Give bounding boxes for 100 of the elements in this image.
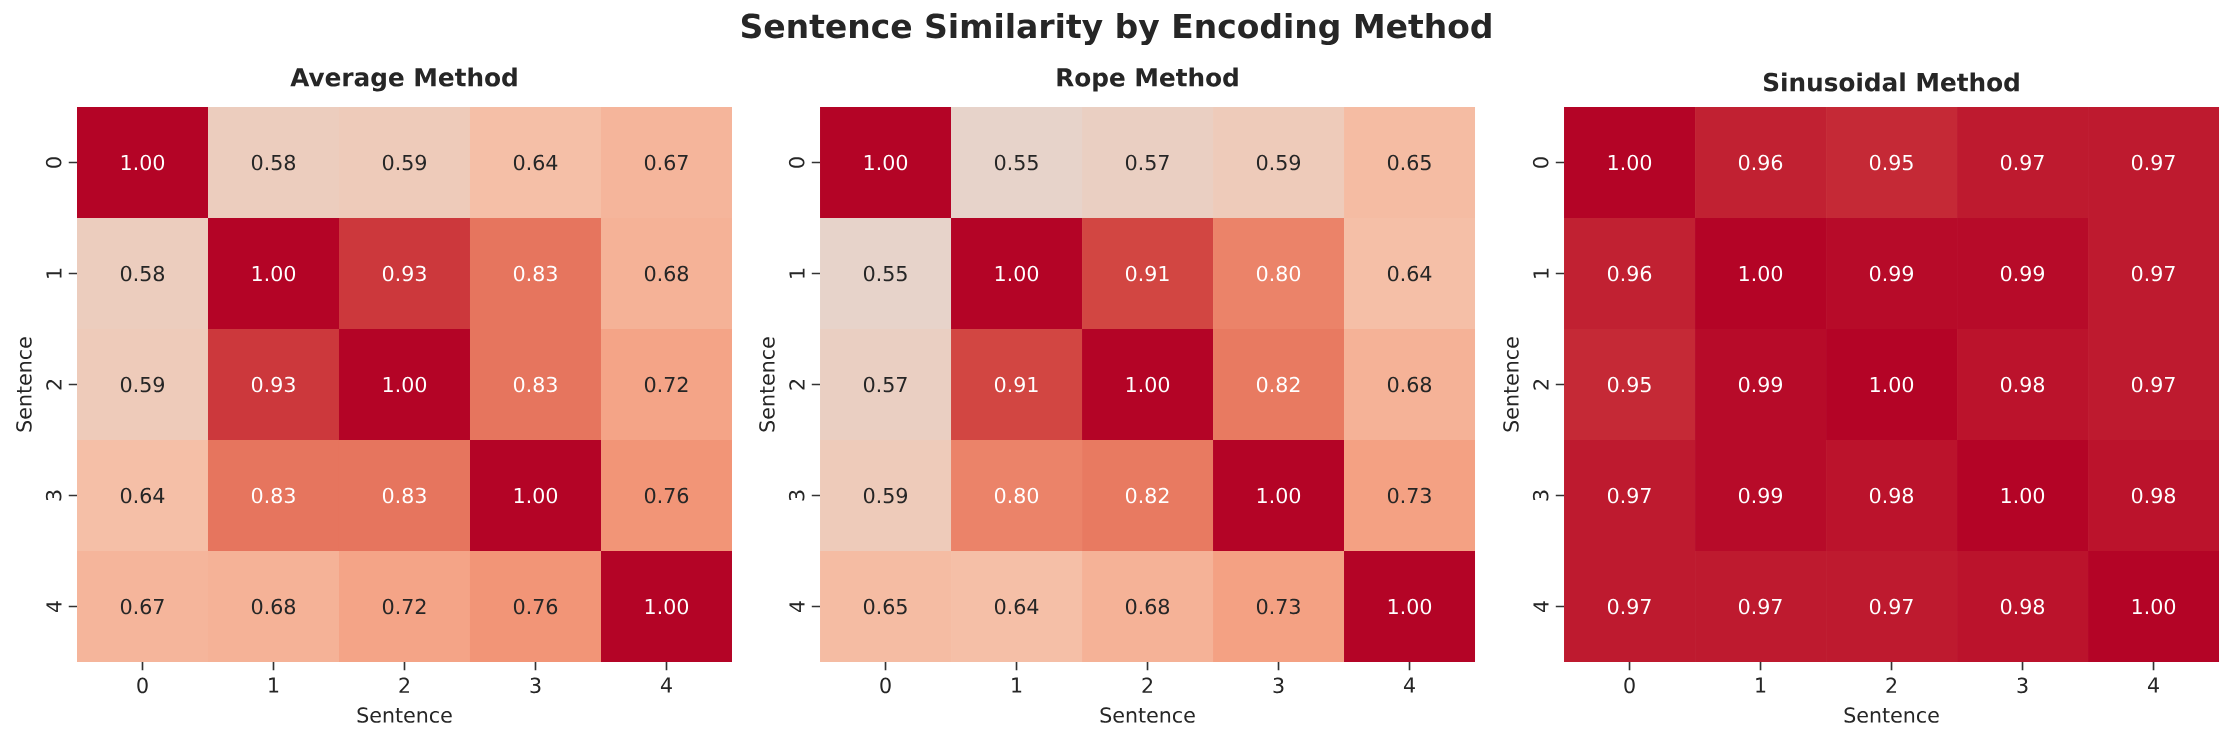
data-label: 1.00 [645,598,689,615]
data-label: 0.68 [644,265,689,282]
data-label: 0.83 [382,487,426,504]
x-tick-label: 0 [1624,677,1635,694]
x-tick-label: 2 [399,677,409,693]
data-label: 1.00 [1126,376,1170,393]
y-tick-label: 3 [788,490,805,501]
data-label: 0.98 [2000,598,2045,615]
data-label: 1.00 [1739,265,1783,282]
y-axis-title: Sentence [1503,337,1519,432]
y-tick-label: 0 [788,157,805,168]
data-label: 0.83 [513,265,557,282]
y-tick-label: 1 [46,268,62,278]
x-tick-label: 3 [530,677,541,694]
data-label: 0.97 [2131,376,2175,393]
y-tick-label: 2 [46,380,62,390]
y-axis-title: Sentence [16,337,32,432]
data-label: 0.58 [251,154,296,171]
data-label: 0.68 [251,598,296,615]
y-tick-label: 4 [789,601,805,613]
x-tick-label: 0 [880,677,891,694]
data-label: 1.00 [121,154,165,171]
data-label: 0.80 [1256,265,1301,282]
x-tick-label: 4 [1403,677,1415,693]
data-label: 0.59 [1256,154,1301,171]
data-label: 0.73 [1256,598,1300,615]
y-tick-label: 0 [45,157,62,168]
data-label: 0.80 [994,487,1039,504]
data-label: 0.97 [1869,598,1913,615]
chart-title: Rope Method [1057,67,1238,92]
x-tick-label: 4 [2147,677,2159,693]
x-axis-title: Sentence [357,707,452,723]
y-tick-label: 0 [1532,157,1549,168]
x-tick-label: 0 [137,677,148,694]
x-tick-label: 3 [1273,677,1284,694]
data-label: 0.64 [994,598,1039,615]
data-label: 0.64 [1387,265,1432,282]
data-label: 0.67 [644,154,688,171]
data-label: 0.97 [1607,598,1651,615]
x-axis-title: Sentence [1100,707,1195,723]
x-tick-label: 4 [660,677,672,693]
data-label: 0.72 [644,376,688,393]
data-label: 0.59 [863,487,908,504]
data-label: 0.73 [1387,487,1431,504]
y-tick-label: 4 [1533,601,1549,613]
chart-title: Sinusoidal Method [1764,72,2019,92]
x-tick-label: 1 [269,677,279,693]
data-label: 1.00 [1257,487,1301,504]
y-axis-title: Sentence [759,337,775,432]
data-label: 0.99 [2000,265,2045,282]
data-label: 0.82 [1125,487,1169,504]
data-label: 0.59 [382,154,426,171]
data-label: 0.82 [1256,376,1300,393]
y-tick-label: 1 [789,268,805,278]
data-label: 0.83 [513,376,557,393]
data-label: 0.99 [1738,376,1783,393]
data-label: 0.93 [251,376,295,393]
data-label: 0.98 [1869,487,1914,504]
y-tick-label: 2 [1533,380,1549,390]
x-axis-title: Sentence [1844,707,1939,723]
data-label: 0.58 [120,265,165,282]
data-label: 1.00 [2132,598,2176,615]
data-label: 0.98 [2131,487,2176,504]
x-tick-label: 1 [1756,677,1766,693]
data-label: 0.55 [863,265,907,282]
data-label: 1.00 [995,265,1039,282]
data-label: 0.55 [994,154,1038,171]
data-label: 0.98 [2000,376,2045,393]
data-label: 0.95 [1607,376,1651,393]
y-tick-label: 1 [1533,268,1549,278]
chart-title: Average Method [290,67,517,92]
data-label: 0.91 [994,376,1038,393]
y-tick-label: 4 [46,601,62,613]
data-label: 0.68 [1125,598,1170,615]
x-tick-label: 2 [1886,677,1897,693]
data-label: 0.99 [1869,265,1914,282]
data-label: 0.67 [120,598,164,615]
data-label: 1.00 [514,487,558,504]
data-label: 0.57 [863,376,907,393]
data-label: 0.97 [1738,598,1782,615]
x-tick-label: 1 [1012,677,1022,693]
data-label: 0.68 [1387,376,1432,393]
data-label: 1.00 [864,154,908,171]
y-tick-label: 3 [1532,490,1549,501]
data-label: 0.99 [1738,487,1783,504]
data-label: 1.00 [1870,376,1914,393]
x-tick-label: 2 [1142,677,1153,693]
data-label: 0.76 [513,598,558,615]
data-label: 0.93 [382,265,426,282]
data-label: 0.96 [1607,265,1652,282]
data-label: 1.00 [383,376,427,393]
x-tick-label: 3 [2017,677,2028,694]
text: Sentence Similarity by Encoding Method [741,12,1491,46]
data-label: 0.72 [382,598,426,615]
data-label: 0.65 [863,598,907,615]
data-label: 0.65 [1387,154,1431,171]
data-label: 0.64 [513,154,558,171]
data-label: 0.97 [2131,154,2175,171]
data-label: 0.57 [1125,154,1169,171]
data-label: 1.00 [252,265,296,282]
